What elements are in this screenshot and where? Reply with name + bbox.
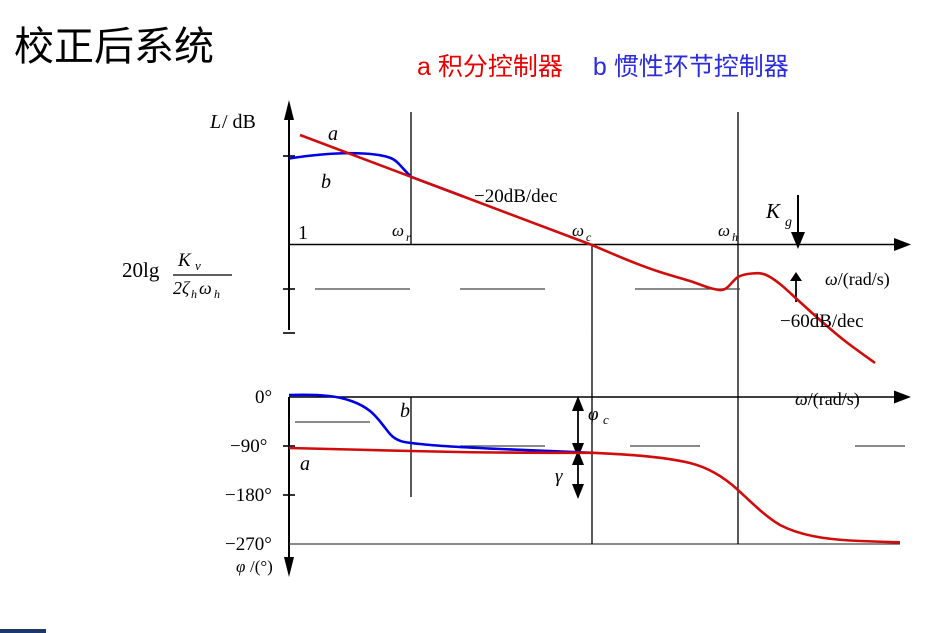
svg-text:φ: φ — [588, 404, 599, 425]
svg-text:ω/(rad/s): ω/(rad/s) — [795, 389, 860, 410]
svg-text:b: b — [400, 400, 410, 422]
svg-text:ω/(rad/s): ω/(rad/s) — [825, 269, 890, 290]
svg-text:ω: ω — [718, 221, 730, 240]
svg-text:φ: φ — [236, 557, 245, 576]
svg-text:c: c — [586, 230, 592, 244]
svg-text:−270°: −270° — [225, 534, 272, 555]
svg-text:a: a — [328, 123, 338, 145]
svg-text:/(°): /(°) — [250, 557, 273, 576]
svg-text:ω: ω — [572, 221, 584, 240]
svg-text:γ: γ — [555, 466, 563, 487]
svg-text:c: c — [603, 412, 609, 427]
svg-text:−180°: −180° — [225, 485, 272, 506]
svg-text:K: K — [765, 199, 781, 223]
svg-text:h: h — [191, 287, 197, 301]
svg-text:2ζ: 2ζ — [173, 278, 191, 298]
svg-text:ω: ω — [199, 278, 212, 298]
svg-text:h: h — [732, 230, 738, 244]
svg-text:L: L — [209, 111, 221, 133]
svg-text:a: a — [300, 453, 310, 475]
svg-text:1: 1 — [298, 222, 308, 244]
svg-text:/ dB: / dB — [222, 111, 256, 133]
svg-text:ω: ω — [392, 221, 404, 240]
svg-text:r: r — [406, 230, 411, 244]
svg-text:0°: 0° — [255, 387, 272, 408]
svg-text:−60dB/dec: −60dB/dec — [780, 311, 864, 332]
svg-text:b: b — [321, 171, 331, 193]
svg-text:v: v — [195, 258, 201, 273]
svg-text:−90°: −90° — [230, 436, 267, 457]
svg-text:−20dB/dec: −20dB/dec — [474, 186, 558, 207]
svg-text:20lg: 20lg — [122, 258, 160, 282]
svg-text:h: h — [214, 287, 220, 301]
svg-text:K: K — [177, 250, 192, 271]
svg-text:g: g — [785, 215, 792, 230]
